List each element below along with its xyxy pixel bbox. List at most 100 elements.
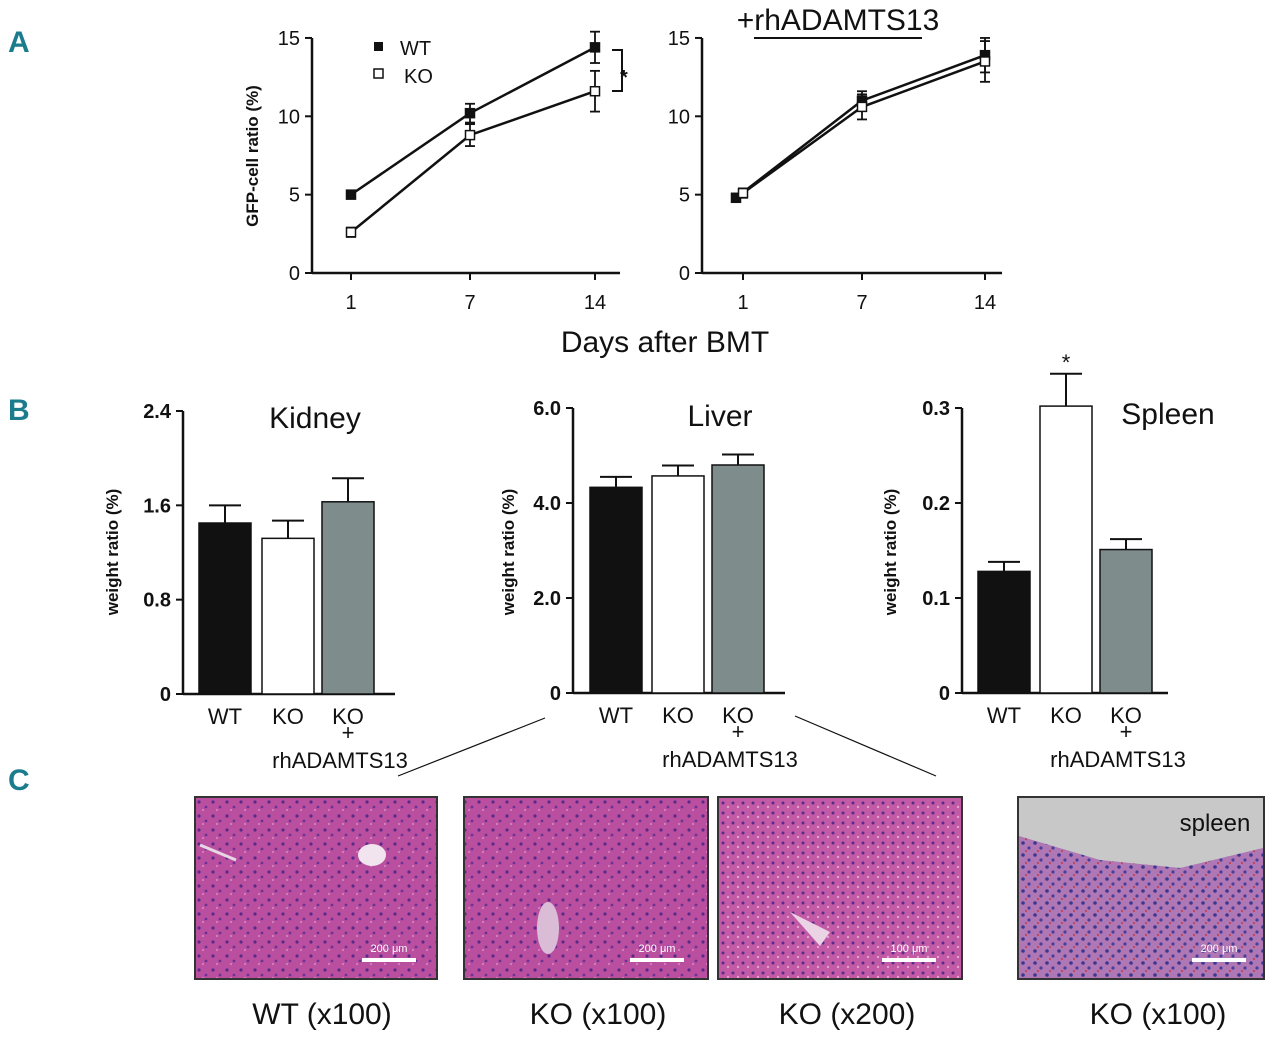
bar-chart-spleen: Spleen weight ratio (%) 0 0.1 0.2 0.3 WT KO KO… <box>881 350 1215 772</box>
data-point-ko <box>589 85 601 97</box>
y-tick-label: 4.0 <box>533 493 561 515</box>
bar-wt <box>198 522 252 695</box>
vessel <box>537 902 559 954</box>
category-label: KO <box>272 704 304 729</box>
image-caption: KO (x200) <box>779 998 916 1031</box>
histology-image <box>463 796 709 980</box>
tissue-label: spleen <box>1180 810 1251 837</box>
x-axis-title: Days after BMT <box>561 326 769 359</box>
vessel <box>199 843 237 862</box>
image-caption: WT (x100) <box>252 998 391 1031</box>
y-axis-title: weight ratio (%) <box>103 489 122 617</box>
data-point-wt <box>464 107 476 119</box>
y-tick-label: 10 <box>278 106 300 128</box>
category-label: + <box>342 720 355 745</box>
legend: WT KO <box>373 38 433 88</box>
y-axis-title: weight ratio (%) <box>881 489 900 617</box>
data-point-wt <box>589 42 601 53</box>
zoom-connector-left <box>397 717 546 777</box>
histology-image <box>194 796 438 980</box>
y-tick-label: 0 <box>939 683 950 705</box>
panel-label-b: B <box>8 394 30 427</box>
zoom-connector-right <box>794 715 937 777</box>
category-label: WT <box>987 703 1021 728</box>
data-point-ko <box>979 56 991 67</box>
category-label: rhADAMTS13 <box>1050 747 1186 772</box>
panel-label-a: A <box>8 26 30 59</box>
chart-title: +rhADAMTS13 <box>737 4 940 37</box>
scale-bar <box>362 958 416 962</box>
category-label: WT <box>208 704 242 729</box>
scale-label: 200 μm <box>639 943 676 955</box>
histology-wt-x100: 200 μm WT (x100) <box>194 796 438 1031</box>
series-line-wt <box>350 46 596 196</box>
bar-ko-rhadamts13 <box>711 464 765 694</box>
scale-bar <box>1192 958 1246 962</box>
category-label: + <box>732 719 745 744</box>
histology-spleen-ko-x100: spleen 200 μm KO (x100) <box>1017 796 1265 1031</box>
significance-asterisk: * <box>620 67 628 89</box>
legend-ko-label: KO <box>404 66 433 88</box>
category-label: KO <box>1050 703 1082 728</box>
line-chart-rhadamts13: +rhADAMTS13 0 5 10 15 1 7 14 <box>668 4 1002 314</box>
significance-bracket <box>612 49 623 92</box>
y-tick-label: 0.8 <box>143 590 171 612</box>
scale-bar <box>630 958 684 962</box>
data-point-ko <box>464 129 476 141</box>
y-axis-title: GFP-cell ratio (%) <box>243 85 262 227</box>
legend-wt-label: WT <box>400 38 431 60</box>
y-tick-label: 0.1 <box>922 588 950 610</box>
category-label: KO <box>1110 703 1142 728</box>
scale-label: 200 μm <box>1201 943 1238 955</box>
x-tick-label: 1 <box>345 292 356 314</box>
category-label: KO <box>332 704 364 729</box>
y-tick-label: 6.0 <box>533 398 561 420</box>
histology-image <box>717 796 963 980</box>
vessel <box>790 912 830 946</box>
x-tick-label: 14 <box>974 292 996 314</box>
y-tick-label: 5 <box>289 185 300 207</box>
y-axis-title: weight ratio (%) <box>499 489 518 617</box>
bar-chart-kidney: Kidney weight ratio (%) 0 0.8 1.6 2.4 WT KO KO… <box>103 401 408 773</box>
histology-ko-x200: 100 μm KO (x200) <box>717 796 963 1031</box>
data-point-ko <box>856 101 868 113</box>
legend-ko-marker <box>373 68 384 79</box>
y-tick-label: 0.2 <box>922 493 950 515</box>
bar-ko-rhadamts13 <box>321 501 375 695</box>
category-label: WT <box>599 703 633 728</box>
chart-title: Liver <box>687 400 752 433</box>
histology-ko-x100: 200 μm KO (x100) <box>463 796 709 1031</box>
chart-title: Kidney <box>269 402 361 435</box>
bar-chart-liver: Liver weight ratio (%) 02.04.06.0WT KO KO+… <box>499 398 798 772</box>
y-tick-label: 0 <box>550 683 561 705</box>
y-tick-label: 2.0 <box>533 588 561 610</box>
legend-wt-marker <box>374 42 383 51</box>
y-tick-label: 0.3 <box>922 398 950 420</box>
bar-ko-rhadamts13 <box>1099 548 1153 694</box>
vessel <box>358 844 386 866</box>
bar-ko <box>261 537 315 695</box>
scale-label: 100 μm <box>891 943 928 955</box>
y-tick-label: 10 <box>668 106 690 128</box>
category-label: KO <box>662 703 694 728</box>
y-tick-label: 0 <box>289 263 300 285</box>
y-tick-label: 2.4 <box>143 401 172 423</box>
line-chart-wt-ko: GFP-cell ratio (%) WT KO * 0 5 10 15 1 7 14 <box>243 28 628 314</box>
x-tick-label: 7 <box>856 292 867 314</box>
series-line-ko <box>742 60 986 195</box>
chart-title: Spleen <box>1121 398 1214 431</box>
scale-bar <box>882 958 936 962</box>
image-caption: KO (x100) <box>1090 998 1227 1031</box>
category-label: KO <box>722 703 754 728</box>
bar-wt <box>589 486 643 694</box>
category-label: rhADAMTS13 <box>272 748 408 773</box>
y-tick-label: 15 <box>278 28 300 50</box>
y-tick-label: 0 <box>160 684 171 706</box>
y-tick-label: 5 <box>679 185 690 207</box>
data-point-wt <box>345 189 357 200</box>
panel-label-c: C <box>8 764 30 797</box>
background-area <box>1019 798 1263 868</box>
data-point-ko <box>737 187 749 199</box>
image-caption: KO (x100) <box>530 998 667 1031</box>
